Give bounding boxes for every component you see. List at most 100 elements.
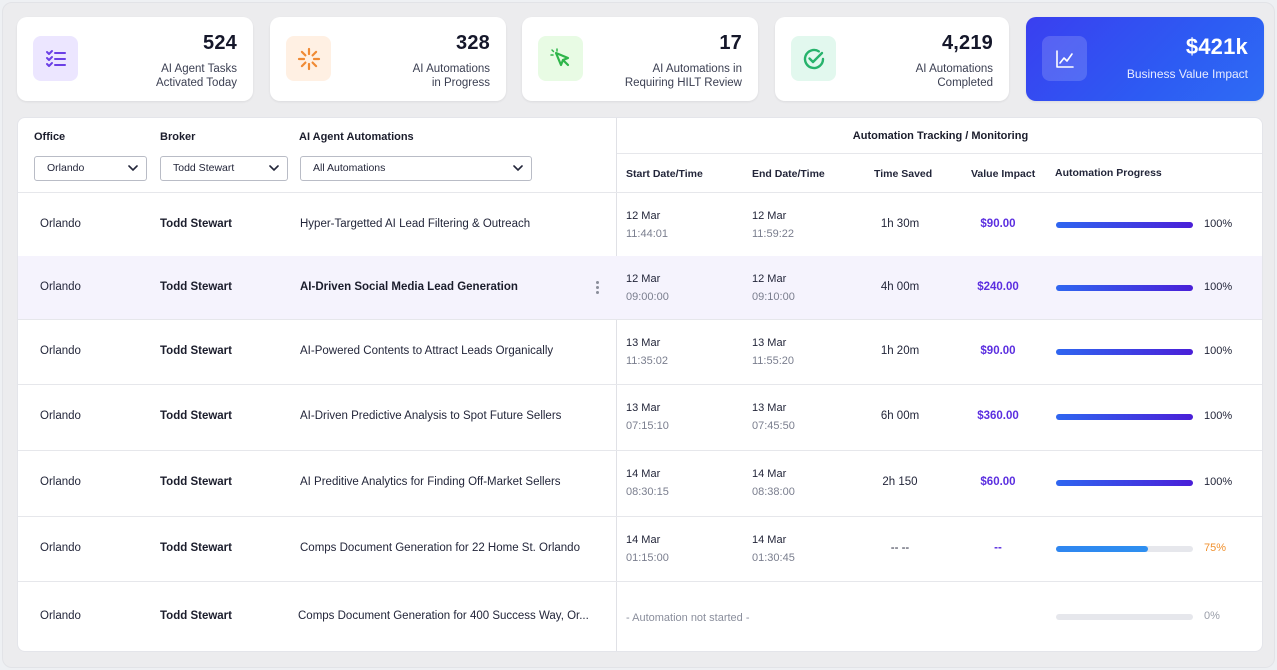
cell-start-datetime: 12 Mar 09:00:00: [626, 270, 669, 306]
end-time: 11:55:20: [752, 355, 795, 367]
table-row[interactable]: Orlando Todd Stewart AI-Powered Contents t…: [18, 319, 1262, 384]
cell-end-datetime: 12 Mar 09:10:00: [752, 270, 795, 306]
stat-card-business-value[interactable]: $421k Business Value Impact: [1026, 17, 1264, 101]
table-row[interactable]: Orlando Todd Stewart Comps Document Genera…: [18, 516, 1262, 581]
start-time: 11:44:01: [626, 228, 669, 240]
progress-bar: [1056, 414, 1193, 420]
cell-broker: Todd Stewart: [160, 281, 232, 293]
cell-end-datetime: 14 Mar 01:30:45: [752, 531, 795, 567]
cell-value-impact: $90.00: [980, 345, 1016, 357]
end-date: 12 Mar: [752, 273, 787, 285]
cell-value-impact: $60.00: [980, 476, 1016, 488]
progress-bar-fill: [1056, 285, 1193, 291]
automations-select[interactable]: All Automations: [300, 156, 532, 181]
cell-start-datetime: 13 Mar 11:35:02: [626, 334, 668, 370]
stat-card-completed[interactable]: 4,219 AI Automations Completed: [775, 17, 1009, 101]
start-date: 13 Mar: [626, 402, 661, 414]
progress-bar-fill: [1056, 480, 1193, 486]
stat-value: 328: [456, 32, 490, 54]
cell-time-saved: 1h 20m: [880, 345, 920, 357]
more-options-icon[interactable]: [596, 281, 600, 296]
progress-percent: 100%: [1204, 281, 1233, 293]
office-filter-label: Office: [34, 131, 66, 143]
cell-automation-name[interactable]: AI-Driven Social Media Lead Generation: [300, 281, 518, 293]
progress-percent: 100%: [1204, 218, 1233, 230]
cell-start-datetime: 12 Mar 11:44:01: [626, 207, 668, 243]
progress-percent: 100%: [1204, 345, 1233, 357]
cell-start-datetime: 13 Mar 07:15:10: [626, 399, 669, 435]
broker-select[interactable]: Todd Stewart: [160, 156, 288, 181]
cell-automation-name[interactable]: AI-Powered Contents to Attract Leads Org…: [300, 345, 554, 357]
start-time: 08:30:15: [626, 486, 669, 498]
cell-broker: Todd Stewart: [160, 610, 232, 622]
stat-label: AI Automations Completed: [915, 63, 993, 89]
start-time: 01:15:00: [626, 552, 669, 564]
cell-broker: Todd Stewart: [160, 476, 232, 488]
progress-bar: [1056, 614, 1193, 620]
table-row[interactable]: Orlando Todd Stewart AI-Driven Predictive …: [18, 384, 1262, 450]
stat-value: 4,219: [941, 32, 993, 54]
progress-bar: [1056, 480, 1193, 486]
stat-label: AI Automations in Progress: [412, 63, 490, 89]
automations-select-value: All Automations: [313, 162, 386, 174]
tracking-group-title: Automation Tracking / Monitoring: [852, 130, 1029, 142]
cell-value-impact: $240.00: [977, 281, 1019, 293]
header-divider: [18, 192, 1262, 193]
progress-bar-fill: [1056, 222, 1193, 228]
progress-bar: [1056, 546, 1193, 552]
cell-broker: Todd Stewart: [160, 345, 232, 357]
spinner-icon: [286, 36, 331, 81]
end-date: 13 Mar: [752, 402, 787, 414]
cell-time-saved: 4h 00m: [880, 281, 920, 293]
cell-time-saved: 1h 30m: [880, 218, 920, 230]
stat-card-in-progress[interactable]: 328 AI Automations in Progress: [270, 17, 506, 101]
row-divider: [18, 581, 1262, 582]
office-select[interactable]: Orlando: [34, 156, 147, 181]
stat-card-tasks-activated[interactable]: 524 AI Agent Tasks Activated Today: [17, 17, 253, 101]
cell-end-datetime: 12 Mar 11:59:22: [752, 207, 794, 243]
chart-line-icon: [1042, 36, 1087, 81]
cell-automation-name[interactable]: Comps Document Generation for 400 Succes…: [298, 610, 589, 622]
end-time: 11:59:22: [752, 228, 795, 240]
cell-office: Orlando: [40, 610, 81, 622]
cell-value-impact: $90.00: [980, 218, 1016, 230]
end-date: 13 Mar: [752, 337, 787, 349]
table-row[interactable]: Orlando Todd Stewart AI Preditive Analytic…: [18, 450, 1262, 516]
start-time: 07:15:10: [626, 420, 669, 432]
col-end-datetime: End Date/Time: [752, 168, 825, 180]
stat-card-hilt-review[interactable]: 17 AI Automations in Requiring HILT Revi…: [522, 17, 758, 101]
table-row[interactable]: Orlando Todd Stewart Comps Document Genera…: [18, 581, 1262, 651]
cell-office: Orlando: [40, 345, 81, 357]
col-automation-progress: Automation Progress: [1055, 167, 1162, 179]
stat-value: 524: [203, 32, 237, 54]
chevron-down-icon: [128, 165, 138, 172]
cell-automation-name[interactable]: AI-Driven Predictive Analysis to Spot Fu…: [300, 410, 562, 422]
table-row[interactable]: Orlando Todd Stewart AI-Driven Social Medi…: [18, 256, 1262, 319]
office-select-value: Orlando: [47, 162, 85, 174]
progress-bar: [1056, 285, 1193, 291]
cell-start-datetime: 14 Mar 08:30:15: [626, 465, 669, 501]
col-time-saved: Time Saved: [874, 168, 933, 180]
start-date: 12 Mar: [626, 210, 661, 222]
progress-bar-fill: [1056, 546, 1149, 552]
end-time: 01:30:45: [752, 552, 795, 564]
chevron-down-icon: [513, 165, 523, 172]
row-divider: [18, 450, 1262, 451]
cursor-click-icon: [538, 36, 583, 81]
cell-time-saved: 6h 00m: [880, 410, 920, 422]
cell-automation-name[interactable]: Comps Document Generation for 22 Home St…: [300, 542, 580, 554]
cell-time-saved: -- --: [890, 542, 910, 554]
broker-select-value: Todd Stewart: [173, 162, 235, 174]
stat-label: AI Agent Tasks Activated Today: [156, 63, 237, 89]
cell-automation-name[interactable]: AI Preditive Analytics for Finding Off-M…: [300, 476, 561, 488]
end-date: 14 Mar: [752, 534, 787, 546]
chevron-down-icon: [269, 165, 279, 172]
checklist-icon: [33, 36, 78, 81]
tracking-header-divider: [617, 153, 1262, 154]
cell-automation-name[interactable]: Hyper-Targetted AI Lead Filtering & Outr…: [300, 218, 531, 230]
progress-percent: 100%: [1204, 410, 1233, 422]
cell-start-datetime: 14 Mar 01:15:00: [626, 531, 669, 567]
row-divider: [18, 516, 1262, 517]
table-row[interactable]: Orlando Todd Stewart Hyper-Targetted AI Le…: [18, 193, 1262, 256]
automations-table: Office Broker AI Agent Automations Orlan…: [17, 117, 1263, 652]
